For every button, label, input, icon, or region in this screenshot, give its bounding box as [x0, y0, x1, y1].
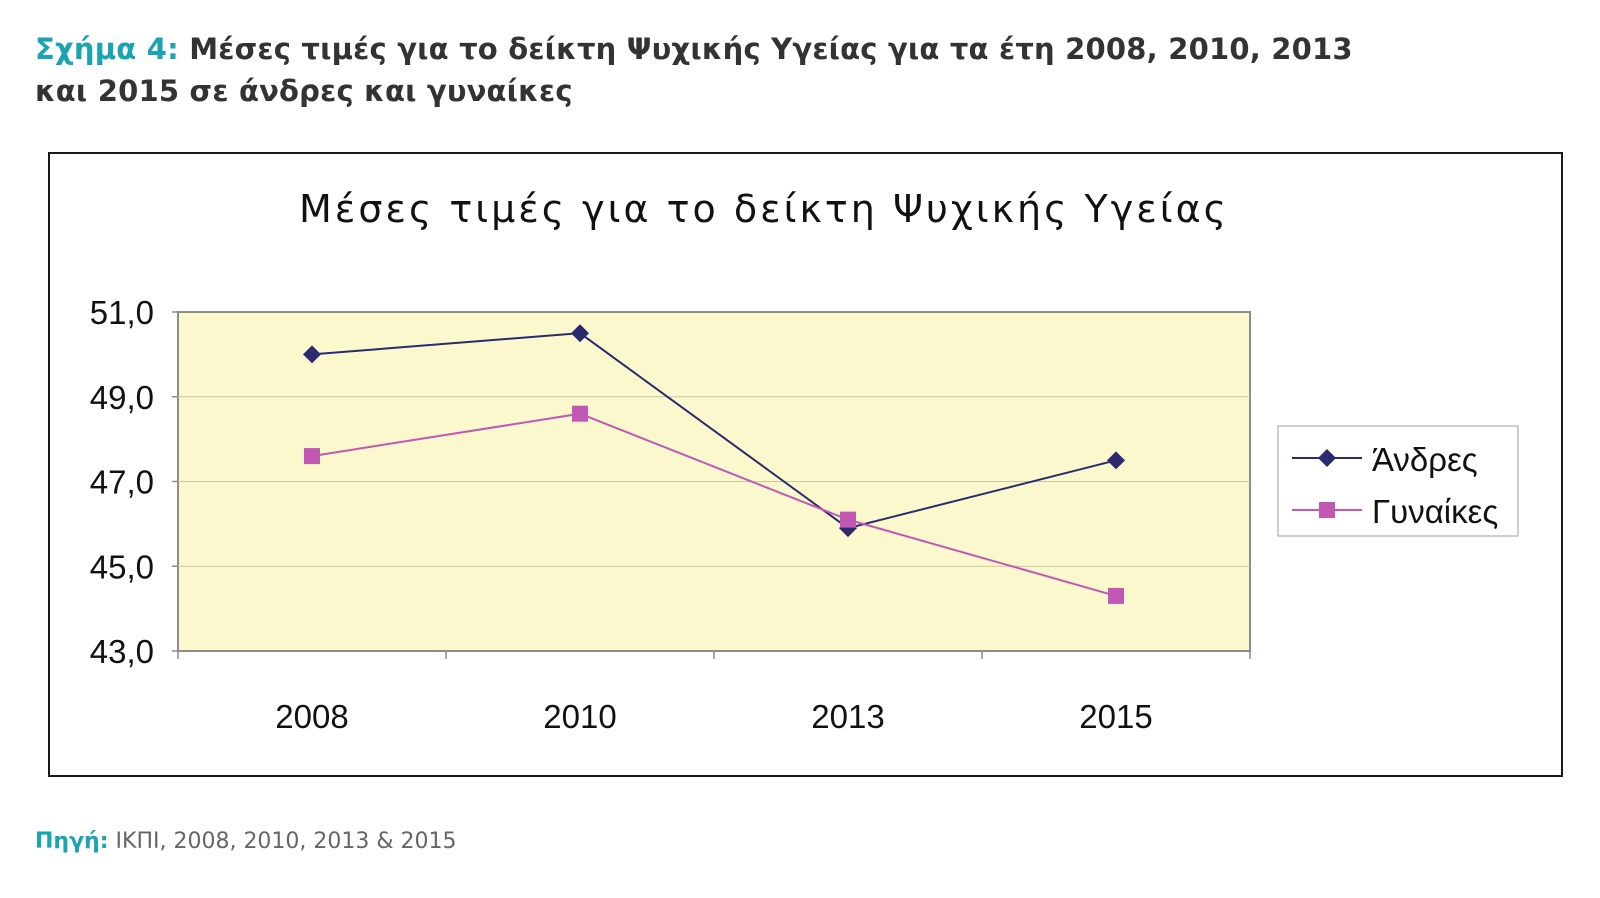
y-tick-label: 45,0	[90, 548, 154, 585]
source-label: Πηγή:	[35, 829, 109, 854]
figure-label: Σχήμα 4:	[35, 32, 179, 66]
series-line-women	[311, 412, 1117, 597]
x-tick-label: 2008	[275, 698, 348, 735]
x-tick-label: 2010	[543, 698, 616, 735]
x-tick-label: 2015	[1079, 698, 1152, 735]
data-point-men	[571, 324, 589, 343]
legend-marker-women	[1319, 502, 1335, 518]
source-note: Πηγή: ΙΚΠΙ, 2008, 2010, 2013 & 2015	[35, 829, 457, 854]
legend-label: Γυναίκες	[1372, 493, 1498, 530]
data-point-women	[1108, 587, 1124, 604]
data-point-men	[303, 345, 321, 364]
chart-frame: Μέσες τιμές για το δείκτη Ψυχικής Υγείας…	[48, 152, 1563, 777]
y-tick-label: 49,0	[90, 379, 154, 416]
data-point-women	[840, 511, 856, 528]
line-chart: Μέσες τιμές για το δείκτη Ψυχικής Υγείας…	[90, 187, 1519, 735]
y-tick-label: 47,0	[90, 464, 154, 501]
caption-text-1: Μέσες τιμές για το δείκτη Ψυχικής Υγείας…	[189, 32, 1353, 66]
y-tick-label: 51,0	[90, 294, 154, 331]
y-tick-label: 43,0	[90, 633, 154, 670]
legend-marker-men	[1318, 449, 1336, 467]
caption-line-2: και 2015 σε άνδρες και γυναίκες	[35, 74, 573, 108]
series-line-men	[311, 332, 1117, 530]
source-text: ΙΚΠΙ, 2008, 2010, 2013 & 2015	[115, 829, 457, 854]
legend-box	[1277, 425, 1519, 537]
x-tick-label: 2013	[811, 698, 884, 735]
figure-caption: Σχήμα 4: Μέσες τιμές για το δείκτη Ψυχικ…	[35, 28, 1535, 112]
caption-line-1: Σχήμα 4: Μέσες τιμές για το δείκτη Ψυχικ…	[35, 28, 1535, 70]
data-point-women	[304, 448, 320, 465]
chart-title: Μέσες τιμές για το δείκτη Ψυχικής Υγείας	[299, 187, 1229, 231]
data-point-women	[572, 405, 588, 422]
legend-label: Άνδρες	[1372, 441, 1478, 478]
data-point-men	[1107, 451, 1125, 470]
